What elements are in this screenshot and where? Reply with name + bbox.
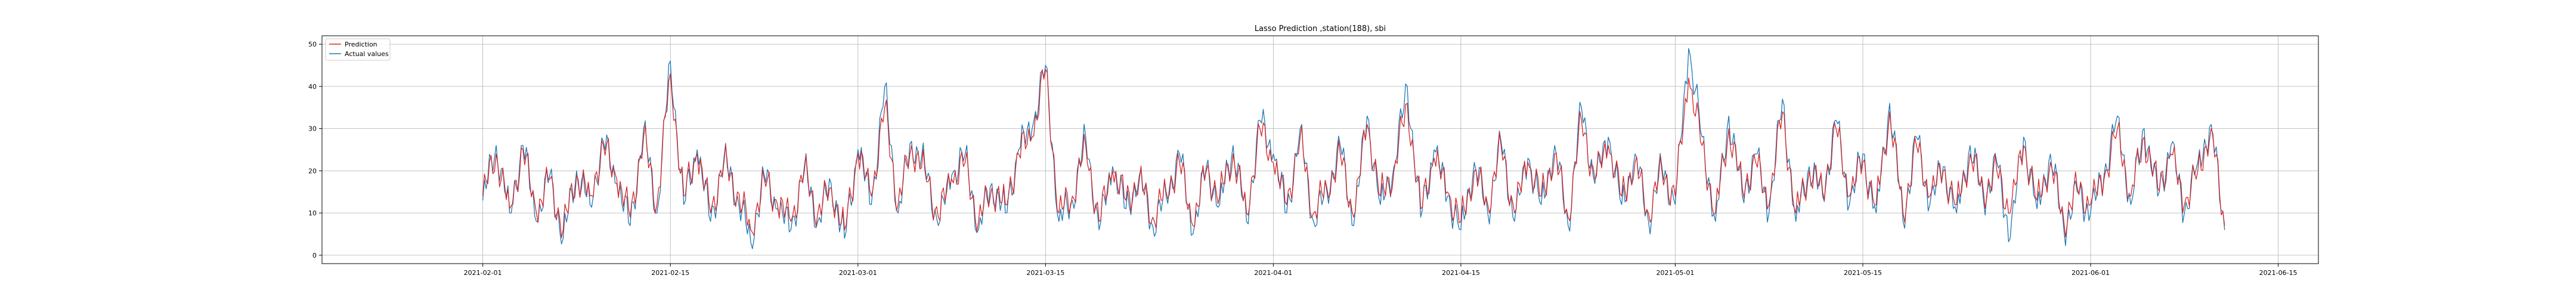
x-tick-label: 2021-02-15 — [651, 269, 689, 277]
x-tick-label: 2021-04-15 — [1442, 269, 1480, 277]
grid-lines — [322, 36, 2318, 264]
x-tick-label: 2021-06-01 — [2072, 269, 2110, 277]
x-tick-label: 2021-05-15 — [1844, 269, 1882, 277]
x-tick-label: 2021-02-01 — [464, 269, 502, 277]
series-line-prediction — [482, 69, 2225, 239]
y-tick-label: 10 — [308, 209, 317, 217]
x-tick-label: 2021-03-15 — [1026, 269, 1064, 277]
legend: Prediction Actual values — [325, 38, 391, 61]
y-tick-label: 40 — [308, 83, 317, 91]
x-tick-label: 2021-04-01 — [1254, 269, 1292, 277]
legend-label-actual: Actual values — [345, 50, 389, 58]
legend-box — [325, 38, 391, 61]
axis-ticks: 2021-02-01 2021-02-15 2021-03-01 2021-03-15… — [308, 41, 2298, 277]
y-tick-label: 30 — [308, 125, 317, 133]
x-tick-label: 2021-05-01 — [1656, 269, 1694, 277]
plot-frame — [321, 35, 2319, 264]
legend-label-prediction: Prediction — [345, 41, 377, 48]
series-line-actual — [482, 48, 2225, 249]
series-lines — [482, 48, 2225, 249]
x-tick-label: 2021-06-15 — [2259, 269, 2298, 277]
y-tick-label: 50 — [308, 41, 317, 48]
chart-title: Lasso Prediction ,station(188), sbi — [1255, 24, 1386, 33]
x-tick-label: 2021-03-01 — [839, 269, 877, 277]
y-tick-label: 0 — [312, 252, 317, 259]
y-tick-label: 20 — [308, 167, 317, 175]
